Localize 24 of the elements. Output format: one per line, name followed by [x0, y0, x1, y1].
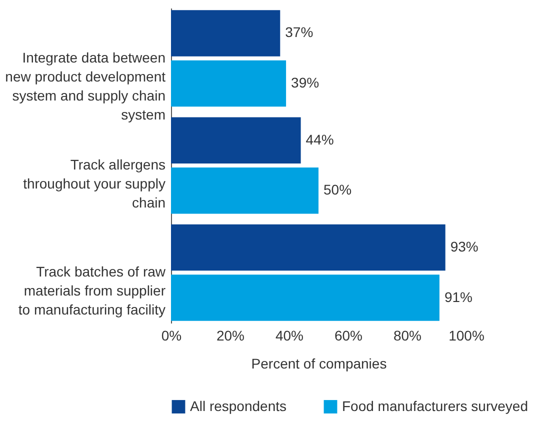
- data-label: 93%: [450, 238, 478, 255]
- x-tick-label: 100%: [448, 328, 484, 344]
- x-tick-label: 40%: [275, 328, 304, 344]
- bar: [171, 10, 280, 56]
- y-tick-label: Track batches of raw materials from supplier to manufacturing facility: [18, 264, 166, 318]
- y-tick-label: Integrate data between new product development system and supply chain system: [5, 49, 166, 122]
- data-label: 50%: [324, 182, 352, 198]
- x-tick-label: 80%: [393, 328, 422, 344]
- x-tick-label: 0%: [161, 328, 182, 344]
- bar: [171, 117, 301, 164]
- data-label: 91%: [444, 288, 472, 305]
- bar: [171, 274, 440, 321]
- data-label: 44%: [306, 131, 334, 148]
- y-tick-label: Track allergens throughout your supply chain: [23, 156, 166, 210]
- bar: [171, 60, 286, 107]
- legend-label: All respondents: [190, 398, 287, 414]
- legend-label: Food manufacturers surveyed: [342, 398, 528, 414]
- data-label: 37%: [285, 24, 314, 40]
- x-tick-label: 20%: [216, 328, 245, 344]
- bar: [171, 224, 446, 271]
- x-axis-title: Percent of companies: [251, 356, 387, 372]
- data-label: 39%: [291, 74, 320, 90]
- x-tick-label: 60%: [334, 328, 363, 344]
- bar: [171, 168, 318, 214]
